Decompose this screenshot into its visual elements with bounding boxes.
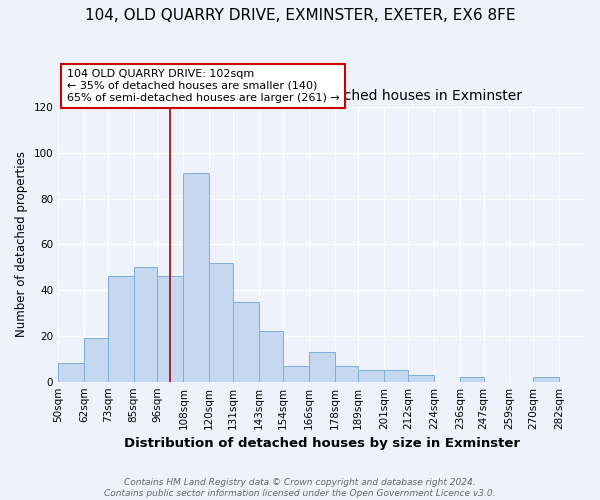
Bar xyxy=(384,370,408,382)
Bar xyxy=(308,352,335,382)
Bar xyxy=(283,366,308,382)
Bar xyxy=(259,332,283,382)
Bar xyxy=(460,377,484,382)
Bar xyxy=(209,262,233,382)
Text: 104 OLD QUARRY DRIVE: 102sqm
← 35% of detached houses are smaller (140)
65% of s: 104 OLD QUARRY DRIVE: 102sqm ← 35% of de… xyxy=(67,70,340,102)
Text: 104, OLD QUARRY DRIVE, EXMINSTER, EXETER, EX6 8FE: 104, OLD QUARRY DRIVE, EXMINSTER, EXETER… xyxy=(85,8,515,22)
Bar xyxy=(58,364,84,382)
Bar xyxy=(335,366,358,382)
Y-axis label: Number of detached properties: Number of detached properties xyxy=(15,152,28,338)
Bar xyxy=(134,268,157,382)
Bar xyxy=(233,302,259,382)
Bar xyxy=(533,377,559,382)
Bar xyxy=(358,370,384,382)
Bar xyxy=(84,338,108,382)
Bar xyxy=(157,276,184,382)
Bar xyxy=(408,375,434,382)
Bar xyxy=(108,276,134,382)
Text: Contains HM Land Registry data © Crown copyright and database right 2024.
Contai: Contains HM Land Registry data © Crown c… xyxy=(104,478,496,498)
Bar xyxy=(184,174,209,382)
Title: Size of property relative to detached houses in Exminster: Size of property relative to detached ho… xyxy=(122,89,521,103)
X-axis label: Distribution of detached houses by size in Exminster: Distribution of detached houses by size … xyxy=(124,437,520,450)
